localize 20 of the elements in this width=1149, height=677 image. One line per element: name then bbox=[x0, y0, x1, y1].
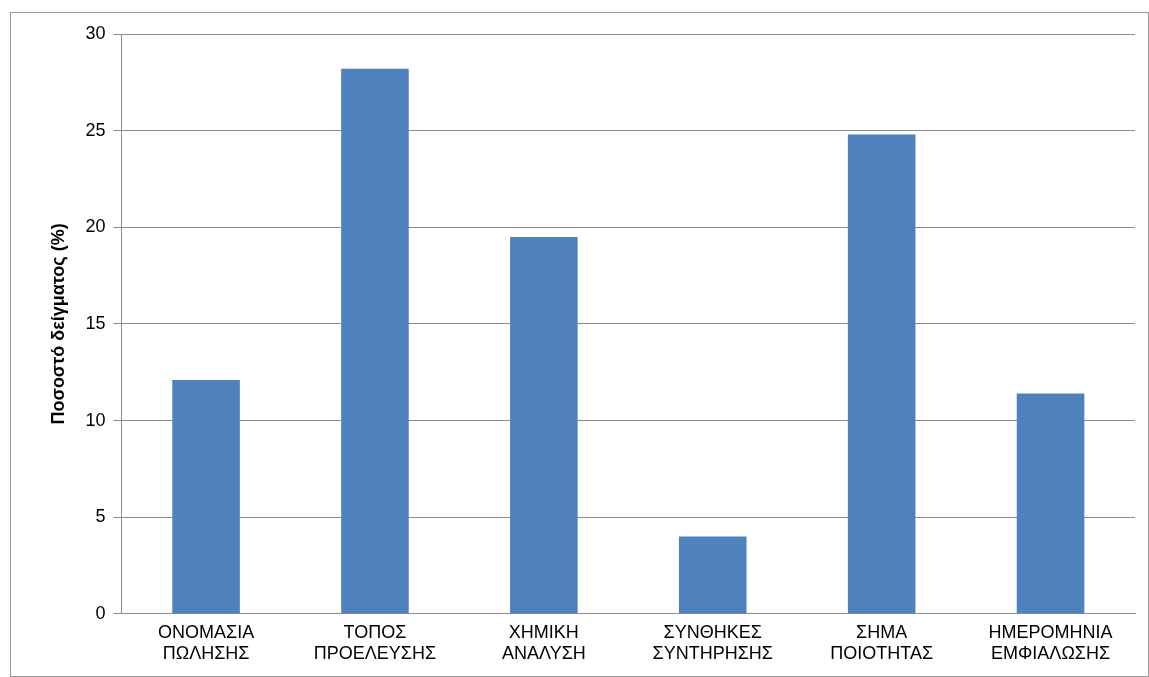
x-tick-label: ΧΗΜΙΚΗ ΑΝΑΛΥΣΗ bbox=[501, 621, 586, 664]
y-tick-label: 30 bbox=[85, 22, 106, 43]
y-tick-label: 25 bbox=[85, 119, 106, 140]
bar bbox=[341, 68, 409, 614]
y-tick-label: 15 bbox=[85, 312, 106, 333]
x-tick-label: ΟΝΟΜΑΣΙΑ ΠΩΛΗΣΗΣ bbox=[158, 621, 255, 664]
bar bbox=[678, 536, 747, 614]
x-tick-label: ΗΜΕΡΟΜΗΝΙΑ ΕΜΦΙΑΛΩΣΗΣ bbox=[988, 621, 1113, 664]
x-tick-label: ΣΗΜΑ ΠΟΙΟΤΗΤΑΣ bbox=[830, 621, 934, 664]
x-tick-label: ΣΥΝΘΗΚΕΣ ΣΥΝΤΗΡΗΣΗΣ bbox=[652, 621, 773, 664]
bar bbox=[510, 236, 578, 614]
y-tick-label: 5 bbox=[95, 506, 106, 527]
y-tick-label: 20 bbox=[85, 216, 106, 237]
y-axis-title: Ποσοστό δείγματος (%) bbox=[47, 223, 68, 425]
bar bbox=[847, 134, 916, 614]
y-tick-label: 0 bbox=[95, 602, 106, 623]
bar bbox=[1016, 393, 1085, 614]
y-tick-label: 10 bbox=[85, 409, 106, 430]
x-tick-label: ΤΟΠΟΣ ΠΡΟΕΛΕΥΣΗΣ bbox=[313, 621, 437, 664]
bar bbox=[172, 379, 240, 614]
